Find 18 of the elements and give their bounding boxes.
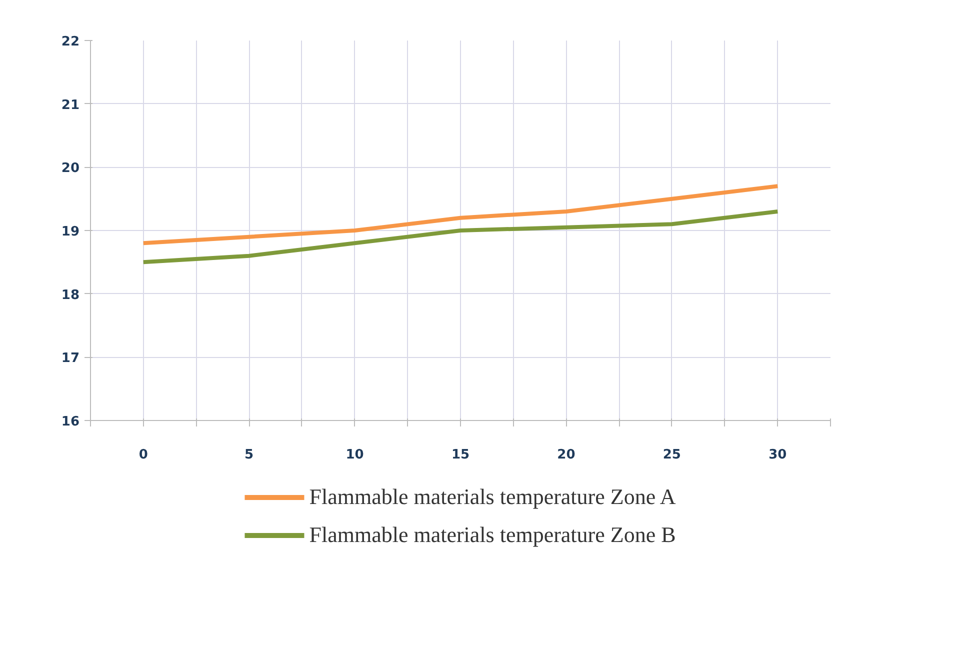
line-series (141, 210, 780, 264)
legend-label: Flammable materials temperature Zone A (309, 484, 676, 510)
y-tick-label: 19 (61, 224, 80, 240)
y-tick-label: 17 (61, 351, 80, 366)
y-tick-label: 16 (61, 414, 80, 430)
legend-label: Flammable materials temperature Zone B (309, 522, 676, 548)
x-tick-label: 20 (557, 448, 576, 462)
x-tick-label: 25 (662, 448, 681, 462)
y-tick-label: 22 (61, 34, 80, 50)
line-series (141, 184, 780, 246)
x-tick-label: 15 (451, 448, 470, 462)
y-tick-label: 20 (61, 161, 80, 176)
x-tick-label: 0 (138, 448, 148, 462)
y-tick-label: 21 (61, 98, 80, 113)
y-tick-label: 18 (61, 288, 80, 303)
x-tick-label: 10 (346, 448, 364, 462)
x-tick-label: 30 (768, 448, 787, 462)
x-tick-label: 5 (244, 448, 254, 462)
